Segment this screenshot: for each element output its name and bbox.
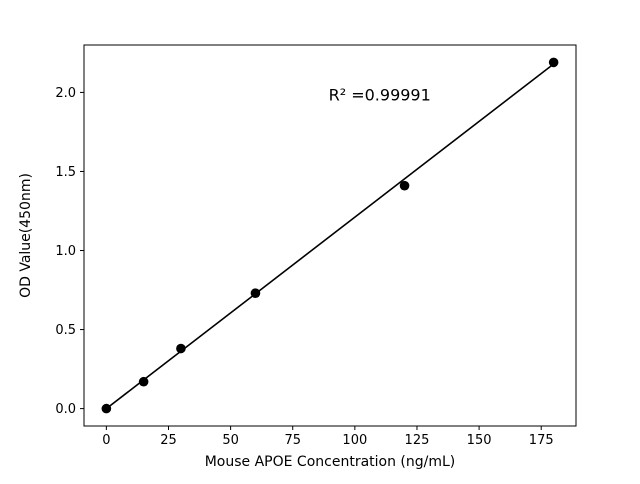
x-tick-label: 0 xyxy=(102,433,110,448)
x-tick-label: 75 xyxy=(284,433,301,448)
data-point xyxy=(138,376,149,387)
x-axis-label: Mouse APOE Concentration (ng/mL) xyxy=(205,454,456,470)
plot-border xyxy=(83,44,577,427)
x-tick-label: 25 xyxy=(160,433,177,448)
y-tick-label: 0.5 xyxy=(55,323,76,338)
data-point xyxy=(548,57,559,68)
data-point xyxy=(176,343,186,354)
r-squared-annotation: R² =0.99991 xyxy=(329,85,431,104)
x-tick-label: 175 xyxy=(529,433,554,448)
data-point xyxy=(399,180,410,191)
data-point xyxy=(101,403,112,414)
x-tick-label: 50 xyxy=(222,433,239,448)
y-tick-label: 1.5 xyxy=(55,165,76,180)
x-tick-label: 125 xyxy=(405,433,430,448)
y-tick-label: 0.0 xyxy=(55,402,76,417)
y-tick-label: 1.0 xyxy=(55,244,76,259)
y-tick-label: 2.0 xyxy=(55,86,76,101)
x-tick-label: 100 xyxy=(342,433,367,448)
x-tick-label: 150 xyxy=(467,433,492,448)
data-point xyxy=(250,288,261,299)
y-axis-label: OD Value(450nm) xyxy=(18,173,34,298)
